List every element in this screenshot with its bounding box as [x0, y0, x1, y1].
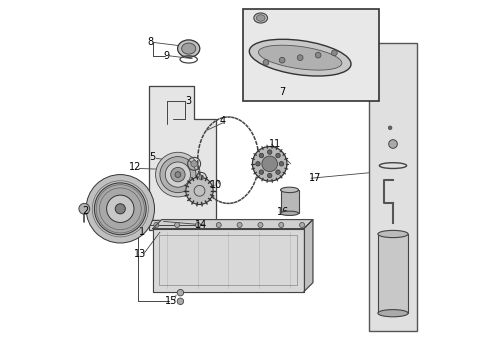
Text: 8: 8	[147, 37, 153, 48]
Ellipse shape	[256, 15, 264, 21]
Ellipse shape	[258, 45, 341, 70]
Text: 15: 15	[164, 296, 177, 306]
Text: 11: 11	[268, 139, 281, 149]
Bar	[242, 9, 379, 101]
Circle shape	[387, 126, 391, 130]
Circle shape	[216, 222, 221, 228]
Text: 6: 6	[332, 54, 339, 64]
Circle shape	[115, 204, 125, 214]
Circle shape	[299, 222, 304, 228]
Circle shape	[331, 50, 337, 56]
Circle shape	[388, 140, 397, 148]
Circle shape	[86, 175, 154, 243]
Circle shape	[255, 162, 260, 166]
Circle shape	[257, 222, 263, 228]
Circle shape	[165, 162, 190, 187]
Circle shape	[267, 173, 271, 178]
Circle shape	[279, 162, 283, 166]
Polygon shape	[152, 229, 303, 292]
Circle shape	[259, 153, 263, 158]
Circle shape	[275, 170, 280, 174]
Circle shape	[106, 195, 134, 222]
Ellipse shape	[280, 187, 298, 193]
Circle shape	[252, 147, 286, 181]
Circle shape	[297, 55, 303, 60]
Bar	[159, 235, 297, 285]
Text: 5: 5	[149, 152, 156, 162]
Polygon shape	[149, 86, 215, 220]
Bar	[149, 220, 309, 230]
Circle shape	[262, 156, 277, 172]
Bar	[377, 234, 407, 313]
Ellipse shape	[280, 211, 298, 215]
Bar	[368, 43, 416, 331]
Circle shape	[175, 172, 181, 177]
Circle shape	[185, 177, 213, 204]
Circle shape	[263, 59, 268, 65]
Polygon shape	[303, 220, 312, 292]
Circle shape	[195, 222, 200, 228]
Ellipse shape	[249, 39, 350, 76]
Ellipse shape	[177, 40, 200, 57]
Ellipse shape	[377, 310, 407, 317]
Circle shape	[79, 203, 89, 214]
Text: 12: 12	[128, 162, 141, 172]
Circle shape	[155, 152, 200, 197]
Circle shape	[174, 222, 179, 228]
Bar	[280, 190, 298, 213]
Text: 7: 7	[279, 87, 285, 97]
Text: 10: 10	[209, 180, 222, 190]
Ellipse shape	[181, 43, 195, 54]
Text: 1: 1	[139, 227, 144, 237]
Circle shape	[177, 289, 183, 296]
Circle shape	[94, 183, 146, 235]
Ellipse shape	[377, 230, 407, 238]
Text: 4: 4	[220, 116, 225, 126]
Circle shape	[199, 175, 203, 180]
Circle shape	[170, 167, 185, 182]
Text: 2: 2	[82, 206, 88, 216]
Text: 14: 14	[195, 220, 207, 230]
Circle shape	[278, 222, 283, 228]
Polygon shape	[152, 220, 312, 229]
Circle shape	[267, 150, 271, 154]
Circle shape	[279, 57, 285, 63]
Text: 16: 16	[277, 207, 289, 217]
Ellipse shape	[253, 13, 267, 23]
Circle shape	[275, 153, 280, 158]
Circle shape	[177, 298, 183, 305]
Circle shape	[315, 52, 321, 58]
Text: 9: 9	[163, 51, 169, 61]
Circle shape	[190, 161, 197, 167]
Circle shape	[160, 157, 196, 193]
Text: 13: 13	[134, 249, 146, 259]
Circle shape	[237, 222, 242, 228]
Circle shape	[259, 170, 263, 174]
Circle shape	[153, 222, 159, 228]
Text: 3: 3	[185, 96, 191, 106]
Text: 17: 17	[308, 173, 320, 183]
